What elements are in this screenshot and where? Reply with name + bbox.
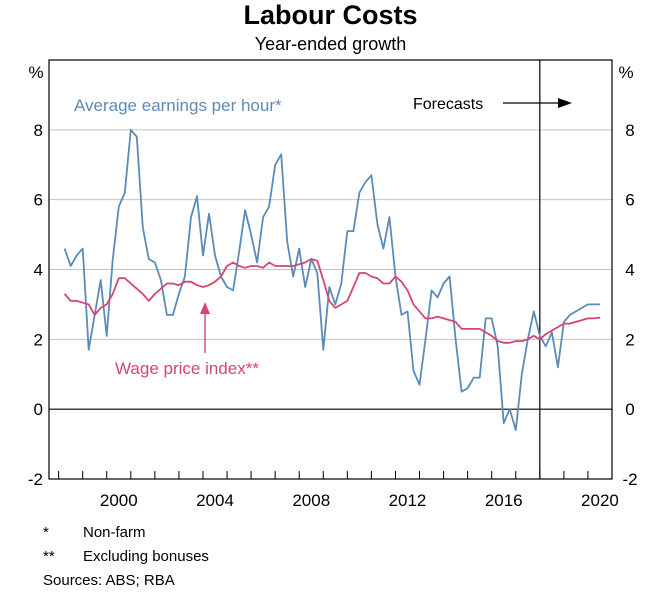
x-tick-label: 2004 [196, 491, 234, 510]
footnote-2-text: Excluding bonuses [83, 548, 209, 565]
wpi-arrow [200, 302, 210, 353]
y-tick-label-right: -2 [622, 470, 637, 489]
chart-title: Labour Costs [243, 0, 418, 30]
axis-layer: -2 -2 0 0 2 2 4 4 6 6 8 8 2000 2004 2008 2012 2016 2020 [28, 121, 638, 510]
y-tick-label-right: 0 [625, 400, 634, 419]
y-unit-label-right: % [618, 63, 633, 82]
footnote-1-mark: * [43, 524, 49, 541]
y-tick-label-left: 8 [34, 121, 43, 140]
sources-note: Sources: ABS; RBA [43, 572, 175, 589]
footnote-1-text: Non-farm [83, 524, 146, 541]
forecast-arrow [503, 98, 572, 108]
y-tick-label-right: 6 [625, 191, 634, 210]
series-layer [63, 128, 601, 432]
x-tick-label: 2016 [485, 491, 523, 510]
y-tick-label-left: 6 [34, 191, 43, 210]
series-line-earnings [63, 128, 600, 432]
x-tick-label: 2008 [292, 491, 330, 510]
x-tick-label: 2000 [100, 491, 138, 510]
y-tick-label-right: 4 [625, 261, 634, 280]
y-tick-label-left: -2 [28, 470, 43, 489]
series-label-earnings: Average earnings per hour* [74, 96, 282, 115]
y-tick-label-left: 4 [34, 261, 43, 280]
x-tick-label: 2020 [581, 491, 619, 510]
series-line-wpi [63, 258, 601, 344]
plot-frame [48, 59, 613, 480]
y-tick-label-right: 2 [625, 330, 634, 349]
footnote-2: ** Excluding bonuses [43, 548, 209, 566]
forecast-label: Forecasts [413, 96, 483, 113]
series-label-wpi: Wage price index** [115, 359, 259, 378]
x-tick-label: 2012 [389, 491, 427, 510]
y-tick-label-right: 8 [625, 121, 634, 140]
y-tick-label-left: 0 [34, 400, 43, 419]
footnote-1: * Non-farm [43, 524, 146, 542]
y-tick-label-left: 2 [34, 330, 43, 349]
chart-subtitle: Year-ended growth [254, 34, 407, 54]
footnote-2-mark: ** [43, 548, 55, 565]
y-unit-label-left: % [28, 63, 43, 82]
